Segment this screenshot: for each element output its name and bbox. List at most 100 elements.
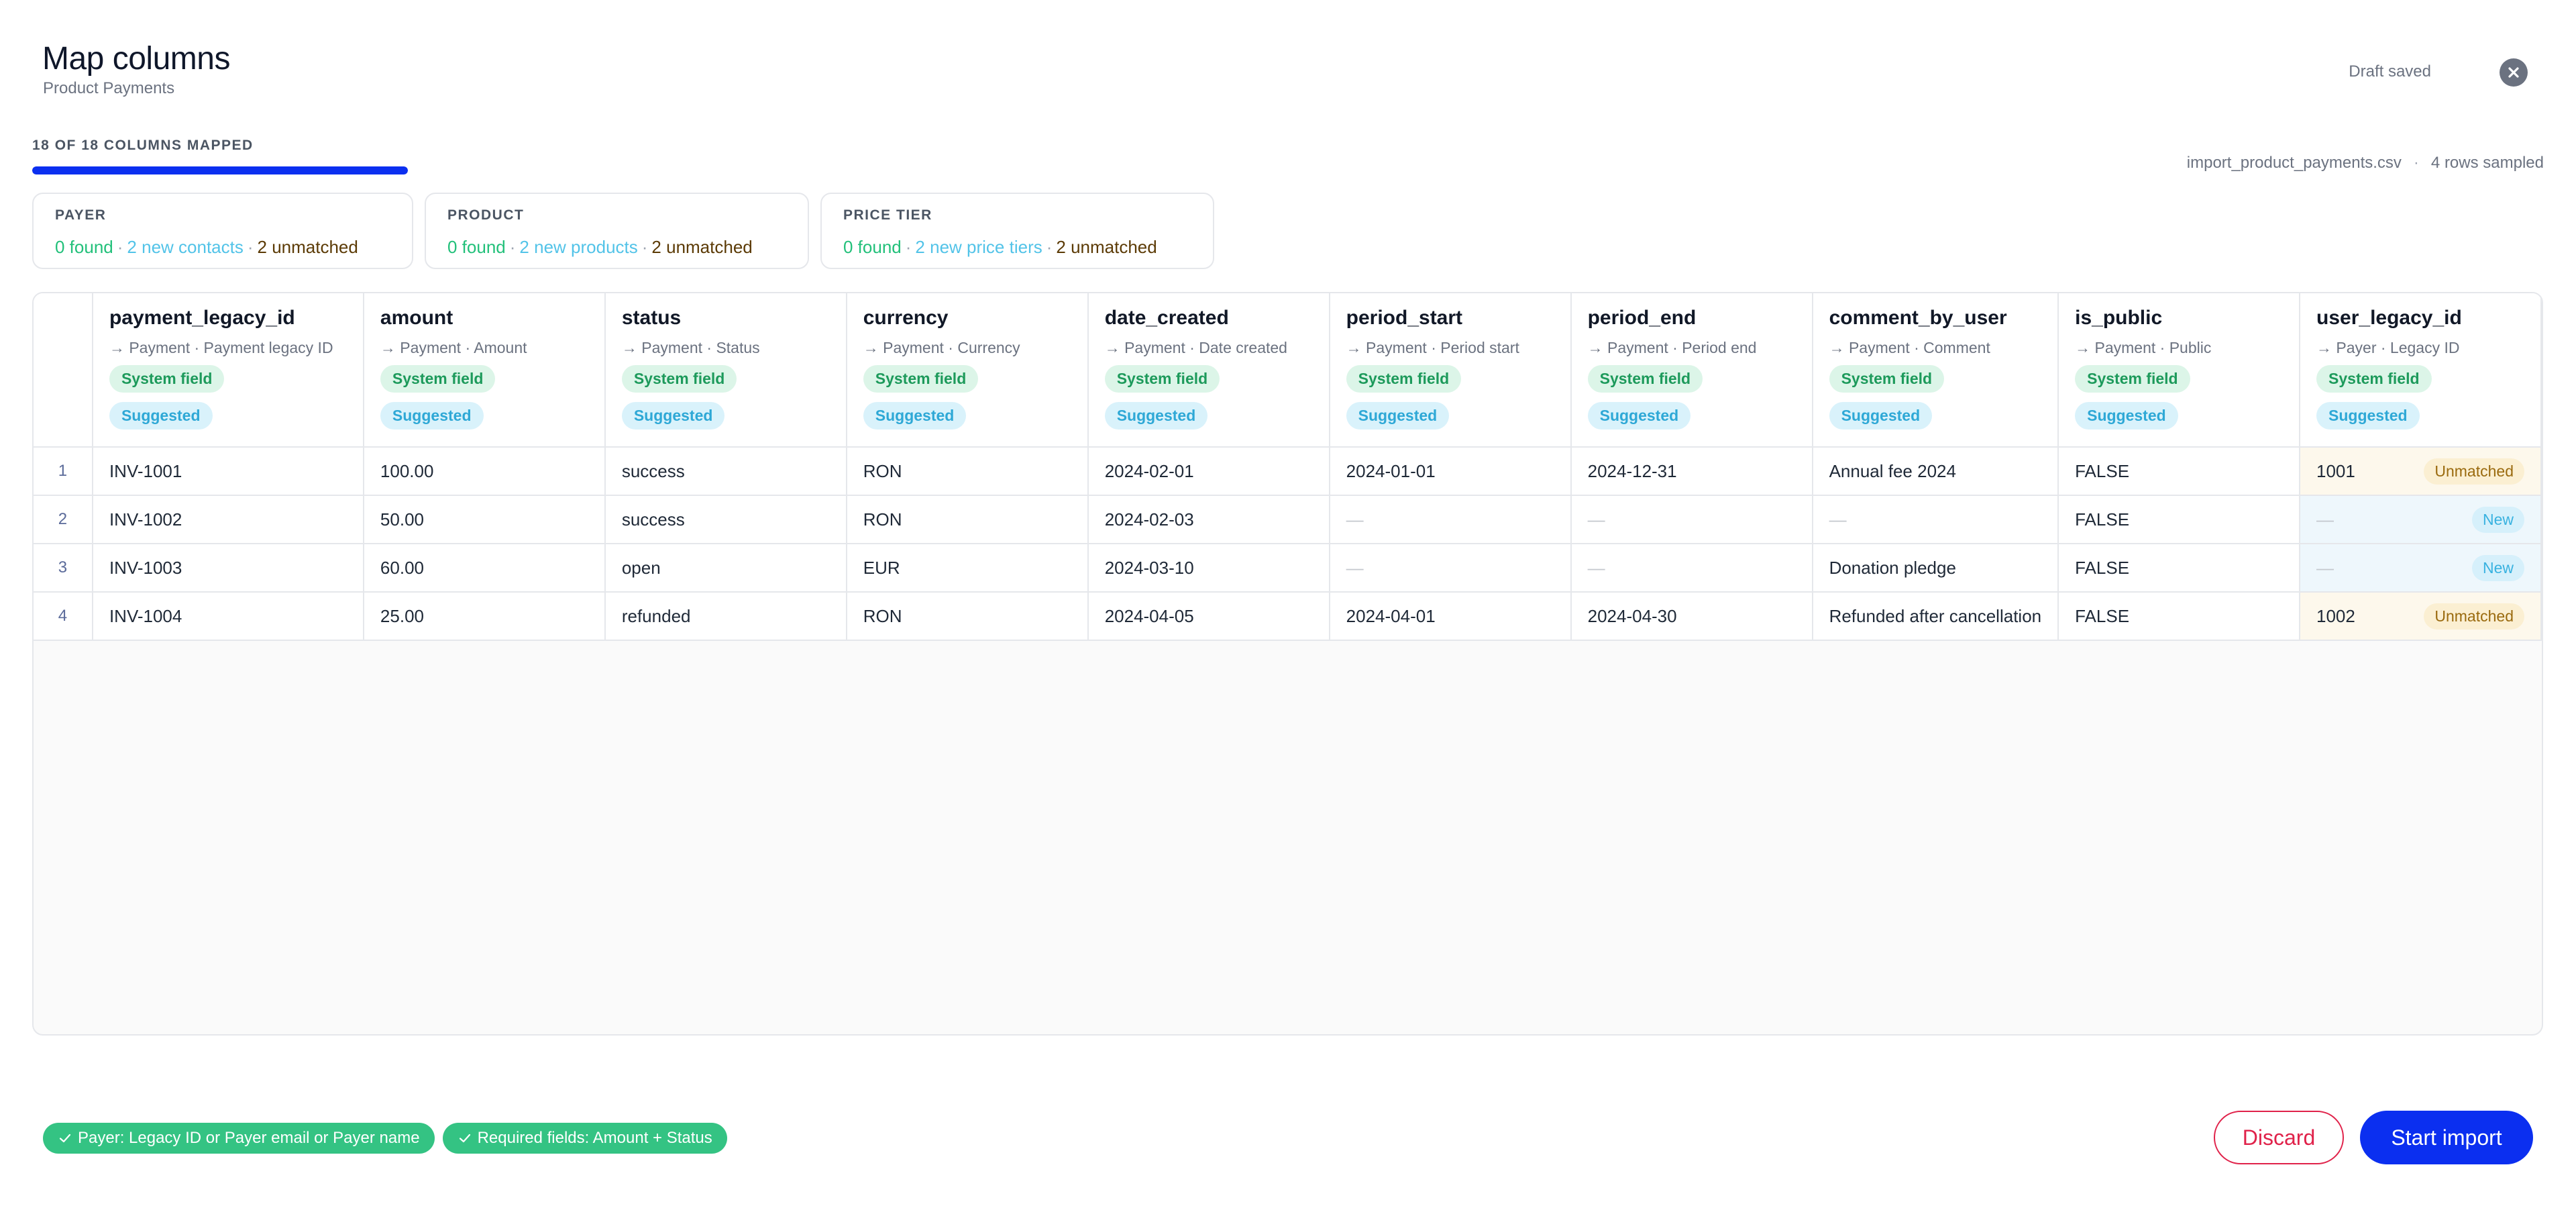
close-button[interactable] [2500, 58, 2528, 87]
user-legacy-id-value: 1002 [2316, 605, 2355, 626]
discard-button[interactable]: Discard [2214, 1111, 2344, 1164]
close-icon [2508, 67, 2519, 78]
column-header[interactable]: is_public → Payment · Public System field S… [2058, 293, 2301, 448]
user-legacy-id-cell[interactable]: — New [2300, 495, 2542, 544]
unmatched-badge: Unmatched [2424, 603, 2524, 630]
table-cell: 2024-04-05 [1087, 592, 1330, 641]
table-cell: 2024-01-01 [1329, 447, 1572, 496]
table-cell: Refunded after cancellation [1812, 592, 2059, 641]
system-field-badge: System field [863, 365, 979, 393]
system-field-badge: System field [621, 365, 737, 393]
progress-bar-fill [32, 166, 408, 174]
meta-separator: · [2413, 154, 2419, 172]
card-title: PRICE TIER [843, 207, 932, 223]
column-header[interactable]: payment_legacy_id → Payment · Payment leg… [92, 293, 364, 448]
user-legacy-id-cell[interactable]: 1002 Unmatched [2300, 592, 2542, 641]
table-cell: — [1329, 495, 1572, 544]
column-header[interactable]: comment_by_user → Payment · Comment System… [1812, 293, 2059, 448]
table-cell: FALSE [2058, 592, 2301, 641]
table-cell: 2024-03-10 [1087, 544, 1330, 593]
page-title: Map columns [42, 41, 230, 77]
column-mapping[interactable]: → Payment · Amount [380, 339, 527, 356]
table-row: 3 INV-1003 60.00 open EUR 2024-03-10 — —… [34, 544, 2542, 593]
column-name: currency [863, 307, 949, 329]
chip-label: Payer: Legacy ID or Payer email or Payer… [78, 1129, 420, 1147]
table-cell: success [604, 495, 847, 544]
required-fields-chip: Required fields: Amount + Status [442, 1123, 727, 1154]
suggested-badge: Suggested [2316, 402, 2420, 430]
column-header[interactable]: period_start → Payment · Period start Syst… [1329, 293, 1572, 448]
row-number: 4 [34, 592, 93, 641]
column-header[interactable]: amount → Payment · Amount System field Sugg… [363, 293, 606, 448]
file-name: import_product_payments.csv [2186, 154, 2402, 172]
user-legacy-id-value: — [2316, 509, 2334, 530]
table-cell: FALSE [2058, 544, 2301, 593]
unmatched-count: 2 unmatched [1056, 237, 1157, 257]
column-mapping[interactable]: → Payment · Currency [863, 339, 1020, 356]
table-cell: 2024-02-01 [1087, 447, 1330, 496]
table-cell: 50.00 [363, 495, 606, 544]
row-number: 1 [34, 447, 93, 496]
column-header[interactable]: date_created → Payment · Date created Syst… [1087, 293, 1330, 448]
suggested-badge: Suggested [1829, 402, 1933, 430]
mapping-table-container: payment_legacy_id → Payment · Payment leg… [32, 292, 2543, 1036]
table-cell: 100.00 [363, 447, 606, 496]
table-cell: refunded [604, 592, 847, 641]
column-name: payment_legacy_id [109, 307, 295, 329]
table-cell: RON [846, 495, 1089, 544]
system-field-badge: System field [380, 365, 496, 393]
table-cell: RON [846, 447, 1089, 496]
unmatched-count: 2 unmatched [257, 237, 358, 257]
table-cell: success [604, 447, 847, 496]
column-header[interactable]: status → Payment · Status System field Sugg… [604, 293, 847, 448]
column-header[interactable]: currency → Payment · Currency System field… [846, 293, 1089, 448]
column-mapping[interactable]: → Payment · Period end [1587, 339, 1757, 356]
column-name: user_legacy_id [2316, 307, 2462, 329]
table-cell: Donation pledge [1812, 544, 2059, 593]
user-legacy-id-cell[interactable]: — New [2300, 544, 2542, 593]
card-product[interactable]: PRODUCT 0 found · 2 new products · 2 unmatch… [425, 193, 809, 269]
column-mapping[interactable]: → Payer · Legacy ID [2316, 339, 2460, 356]
system-field-badge: System field [2075, 365, 2190, 393]
system-field-badge: System field [1104, 365, 1220, 393]
table-cell: — [1570, 495, 1813, 544]
new-badge: New [2471, 554, 2524, 581]
column-mapping[interactable]: → Payment · Status [621, 339, 760, 356]
mapping-table: payment_legacy_id → Payment · Payment leg… [34, 293, 2542, 641]
table-cell: — [1570, 544, 1813, 593]
table-cell: 2024-04-01 [1329, 592, 1572, 641]
column-mapping[interactable]: → Payment · Payment legacy ID [109, 339, 333, 356]
suggested-badge: Suggested [621, 402, 725, 430]
column-header[interactable]: user_legacy_id → Payer · Legacy ID System … [2300, 293, 2542, 448]
progress-bar [32, 166, 408, 174]
column-header[interactable]: period_end → Payment · Period end System f… [1570, 293, 1813, 448]
check-icon [459, 1134, 470, 1143]
user-legacy-id-cell[interactable]: 1001 Unmatched [2300, 447, 2542, 496]
column-mapping[interactable]: → Payment · Comment [1829, 339, 1990, 356]
table-cell: EUR [846, 544, 1089, 593]
table-cell: 60.00 [363, 544, 606, 593]
column-mapping[interactable]: → Payment · Date created [1104, 339, 1287, 356]
table-cell: 2024-02-03 [1087, 495, 1330, 544]
table-cell: INV-1004 [92, 592, 364, 641]
payer-requirement-chip: Payer: Legacy ID or Payer email or Payer… [43, 1123, 435, 1154]
suggested-badge: Suggested [2075, 402, 2178, 430]
card-payer[interactable]: PAYER 0 found · 2 new contacts · 2 unmatched [32, 193, 413, 269]
column-name: amount [380, 307, 453, 329]
table-cell: RON [846, 592, 1089, 641]
user-legacy-id-value: 1001 [2316, 460, 2355, 481]
table-row: 4 INV-1004 25.00 refunded RON 2024-04-05… [34, 592, 2542, 641]
suggested-badge: Suggested [1104, 402, 1208, 430]
chip-label: Required fields: Amount + Status [477, 1129, 712, 1147]
card-price-tier[interactable]: PRICE TIER 0 found · 2 new price tiers · 2 u… [820, 193, 1214, 269]
table-cell: FALSE [2058, 447, 2301, 496]
suggested-badge: Suggested [863, 402, 967, 430]
column-name: is_public [2075, 307, 2163, 329]
check-icon [59, 1134, 71, 1143]
column-mapping[interactable]: → Payment · Period start [1346, 339, 1519, 356]
table-cell: 2024-04-30 [1570, 592, 1813, 641]
column-name: date_created [1104, 307, 1229, 329]
unmatched-count: 2 unmatched [651, 237, 753, 257]
start-import-button[interactable]: Start import [2360, 1111, 2533, 1164]
column-mapping[interactable]: → Payment · Public [2075, 339, 2212, 356]
